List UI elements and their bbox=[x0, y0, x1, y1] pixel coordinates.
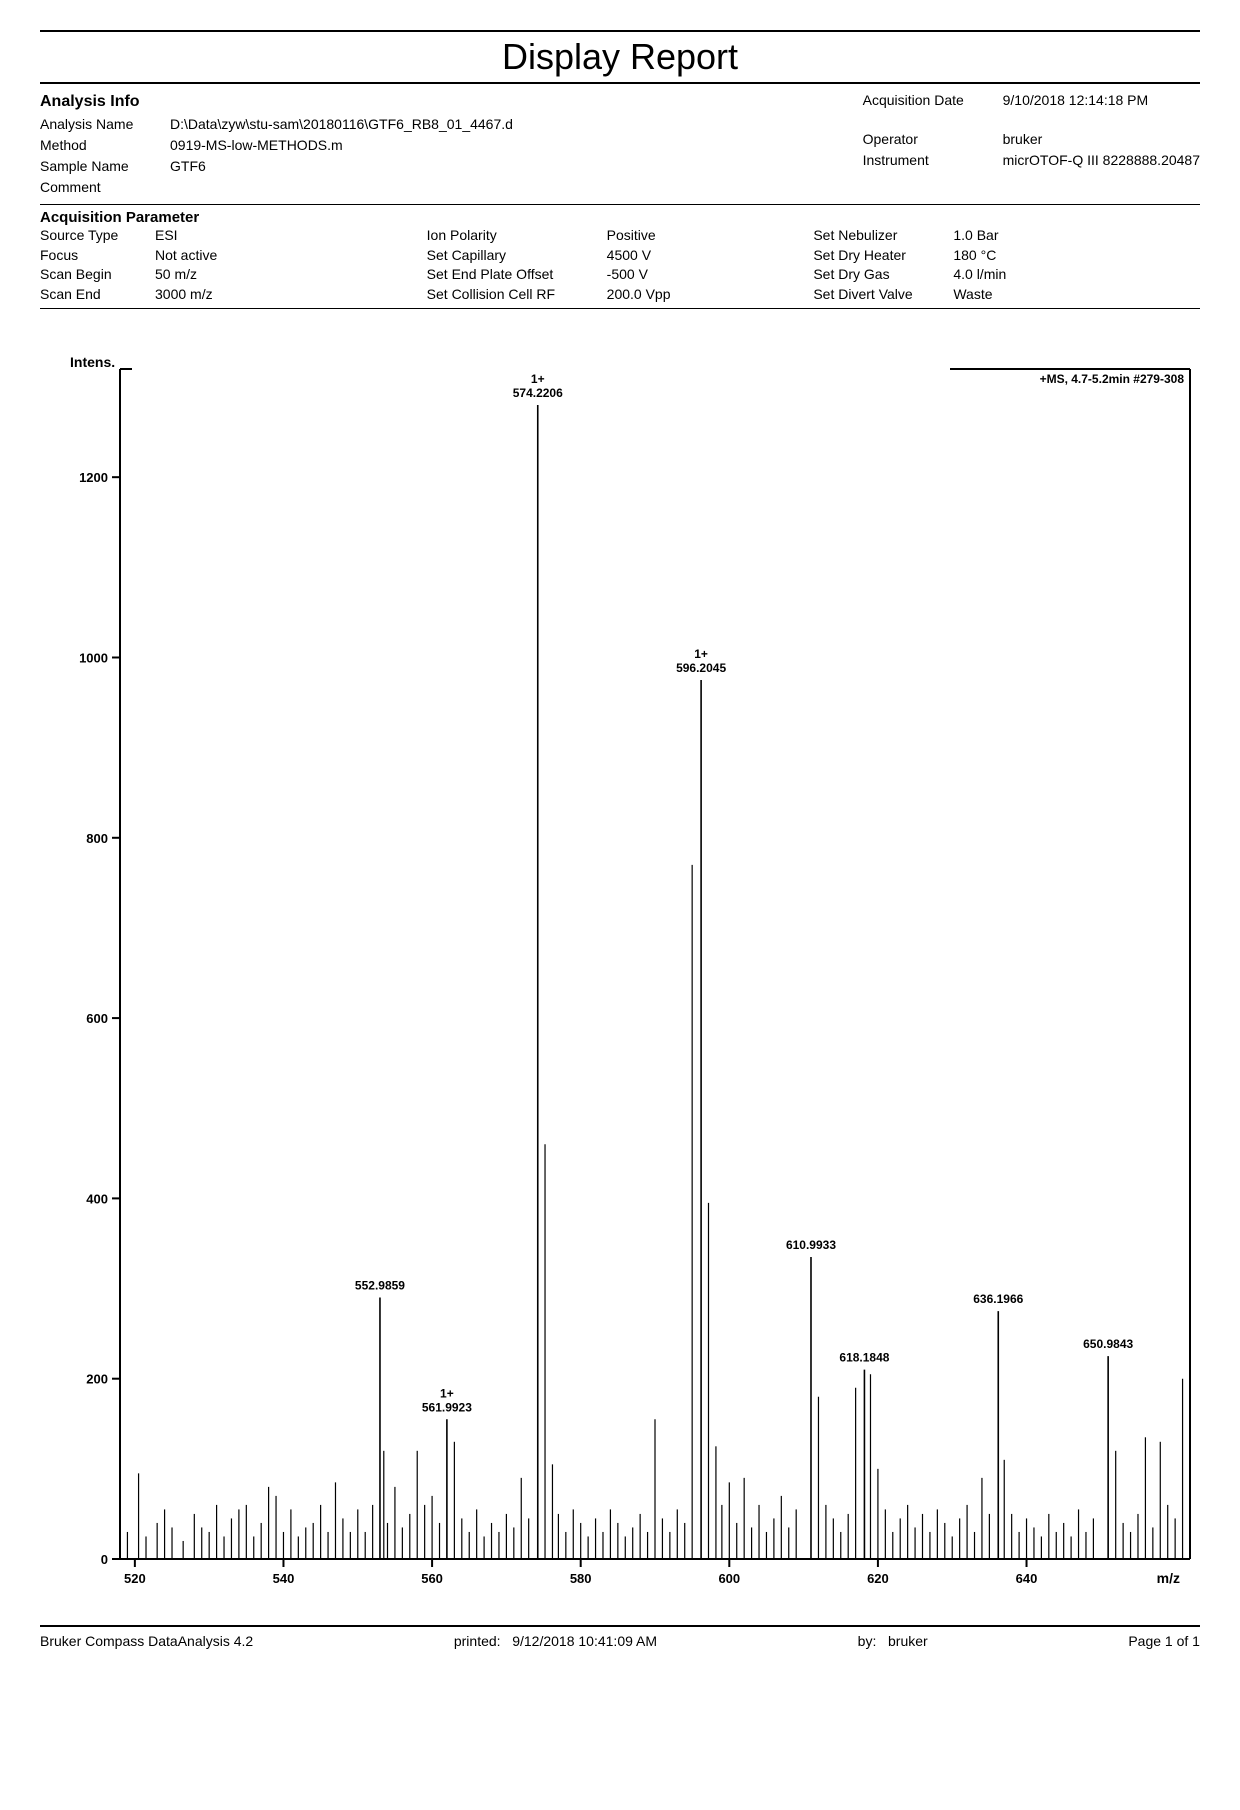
svg-text:552.9859: 552.9859 bbox=[355, 1279, 405, 1293]
svg-text:1+: 1+ bbox=[694, 647, 708, 661]
param-value: 1.0 Bar bbox=[953, 226, 998, 246]
svg-text:600: 600 bbox=[86, 1011, 108, 1026]
param-value: 4.0 l/min bbox=[953, 265, 1006, 285]
sample-name-value: GTF6 bbox=[170, 156, 206, 177]
svg-text:1+: 1+ bbox=[531, 372, 545, 386]
comment-label: Comment bbox=[40, 177, 170, 198]
svg-text:1200: 1200 bbox=[79, 471, 108, 486]
param-label: Set Collision Cell RF bbox=[427, 285, 607, 305]
param-label: Set Dry Gas bbox=[813, 265, 953, 285]
acq-date-value: 9/10/2018 12:14:18 PM bbox=[1003, 90, 1149, 111]
param-label: Ion Polarity bbox=[427, 226, 607, 246]
svg-text:+MS, 4.7-5.2min #279-308: +MS, 4.7-5.2min #279-308 bbox=[1040, 372, 1185, 386]
svg-text:520: 520 bbox=[124, 1571, 146, 1586]
svg-text:400: 400 bbox=[86, 1192, 108, 1207]
param-label: Set End Plate Offset bbox=[427, 265, 607, 285]
analysis-name-label: Analysis Name bbox=[40, 114, 170, 135]
param-value: Positive bbox=[607, 226, 656, 246]
svg-text:620: 620 bbox=[867, 1571, 889, 1586]
svg-text:0: 0 bbox=[101, 1552, 108, 1567]
param-label: Source Type bbox=[40, 226, 155, 246]
footer-page: Page 1 of 1 bbox=[1128, 1633, 1200, 1649]
param-label: Scan Begin bbox=[40, 265, 155, 285]
param-label: Set Capillary bbox=[427, 246, 607, 266]
acq-parameter-heading: Acquisition Parameter bbox=[40, 209, 1200, 226]
svg-text:560: 560 bbox=[421, 1571, 443, 1586]
operator-value: bruker bbox=[1003, 129, 1043, 150]
acq-date-label: Acquisition Date bbox=[863, 90, 1003, 111]
instrument-label: Instrument bbox=[863, 150, 1003, 171]
param-value: 180 °C bbox=[953, 246, 996, 266]
param-value: Waste bbox=[953, 285, 992, 305]
analysis-info-block: Analysis Info Analysis Name D:\Data\zyw\… bbox=[40, 90, 1200, 198]
param-label: Set Nebulizer bbox=[813, 226, 953, 246]
operator-label: Operator bbox=[863, 129, 1003, 150]
sample-name-label: Sample Name bbox=[40, 156, 170, 177]
instrument-value: micrOTOF-Q III 8228888.20487 bbox=[1003, 150, 1200, 171]
svg-text:200: 200 bbox=[86, 1372, 108, 1387]
footer-software: Bruker Compass DataAnalysis 4.2 bbox=[40, 1633, 253, 1649]
param-value: -500 V bbox=[607, 265, 648, 285]
param-value: 3000 m/z bbox=[155, 285, 213, 305]
svg-text:640: 640 bbox=[1016, 1571, 1038, 1586]
svg-text:618.1848: 618.1848 bbox=[839, 1351, 889, 1365]
svg-text:650.9843: 650.9843 bbox=[1083, 1338, 1133, 1352]
svg-text:800: 800 bbox=[86, 831, 108, 846]
report-footer: Bruker Compass DataAnalysis 4.2 printed:… bbox=[40, 1625, 1200, 1649]
param-label: Set Dry Heater bbox=[813, 246, 953, 266]
param-value: Not active bbox=[155, 246, 217, 266]
footer-printed-value: 9/12/2018 10:41:09 AM bbox=[512, 1633, 657, 1649]
svg-text:561.9923: 561.9923 bbox=[422, 1401, 472, 1415]
footer-printed-label: printed: bbox=[454, 1633, 501, 1649]
param-value: 200.0 Vpp bbox=[607, 285, 671, 305]
footer-by-label: by: bbox=[858, 1633, 877, 1649]
svg-text:600: 600 bbox=[718, 1571, 740, 1586]
param-label: Scan End bbox=[40, 285, 155, 305]
report-title: Display Report bbox=[40, 34, 1200, 84]
param-label: Focus bbox=[40, 246, 155, 266]
svg-text:540: 540 bbox=[273, 1571, 295, 1586]
method-value: 0919-MS-low-METHODS.m bbox=[170, 135, 343, 156]
svg-text:m/z: m/z bbox=[1157, 1570, 1180, 1586]
svg-text:610.9933: 610.9933 bbox=[786, 1238, 836, 1252]
svg-text:580: 580 bbox=[570, 1571, 592, 1586]
param-value: 50 m/z bbox=[155, 265, 197, 285]
mass-spectrum-chart: 0 200 400 600 800 1000 1200 520 540 560 580 600 620 6… bbox=[40, 349, 1200, 1609]
analysis-info-heading: Analysis Info bbox=[40, 90, 513, 114]
footer-by-value: bruker bbox=[888, 1633, 928, 1649]
svg-text:Intens.: Intens. bbox=[70, 354, 115, 370]
param-value: ESI bbox=[155, 226, 178, 246]
svg-text:1000: 1000 bbox=[79, 651, 108, 666]
method-label: Method bbox=[40, 135, 170, 156]
param-label: Set Divert Valve bbox=[813, 285, 953, 305]
svg-text:574.2206: 574.2206 bbox=[513, 386, 563, 400]
svg-text:636.1966: 636.1966 bbox=[973, 1292, 1023, 1306]
analysis-name-value: D:\Data\zyw\stu-sam\20180116\GTF6_RB8_01… bbox=[170, 114, 513, 135]
acq-parameter-block: Acquisition Parameter Source TypeESIFocu… bbox=[40, 204, 1200, 309]
param-value: 4500 V bbox=[607, 246, 651, 266]
svg-text:1+: 1+ bbox=[440, 1387, 454, 1401]
svg-text:596.2045: 596.2045 bbox=[676, 661, 726, 675]
